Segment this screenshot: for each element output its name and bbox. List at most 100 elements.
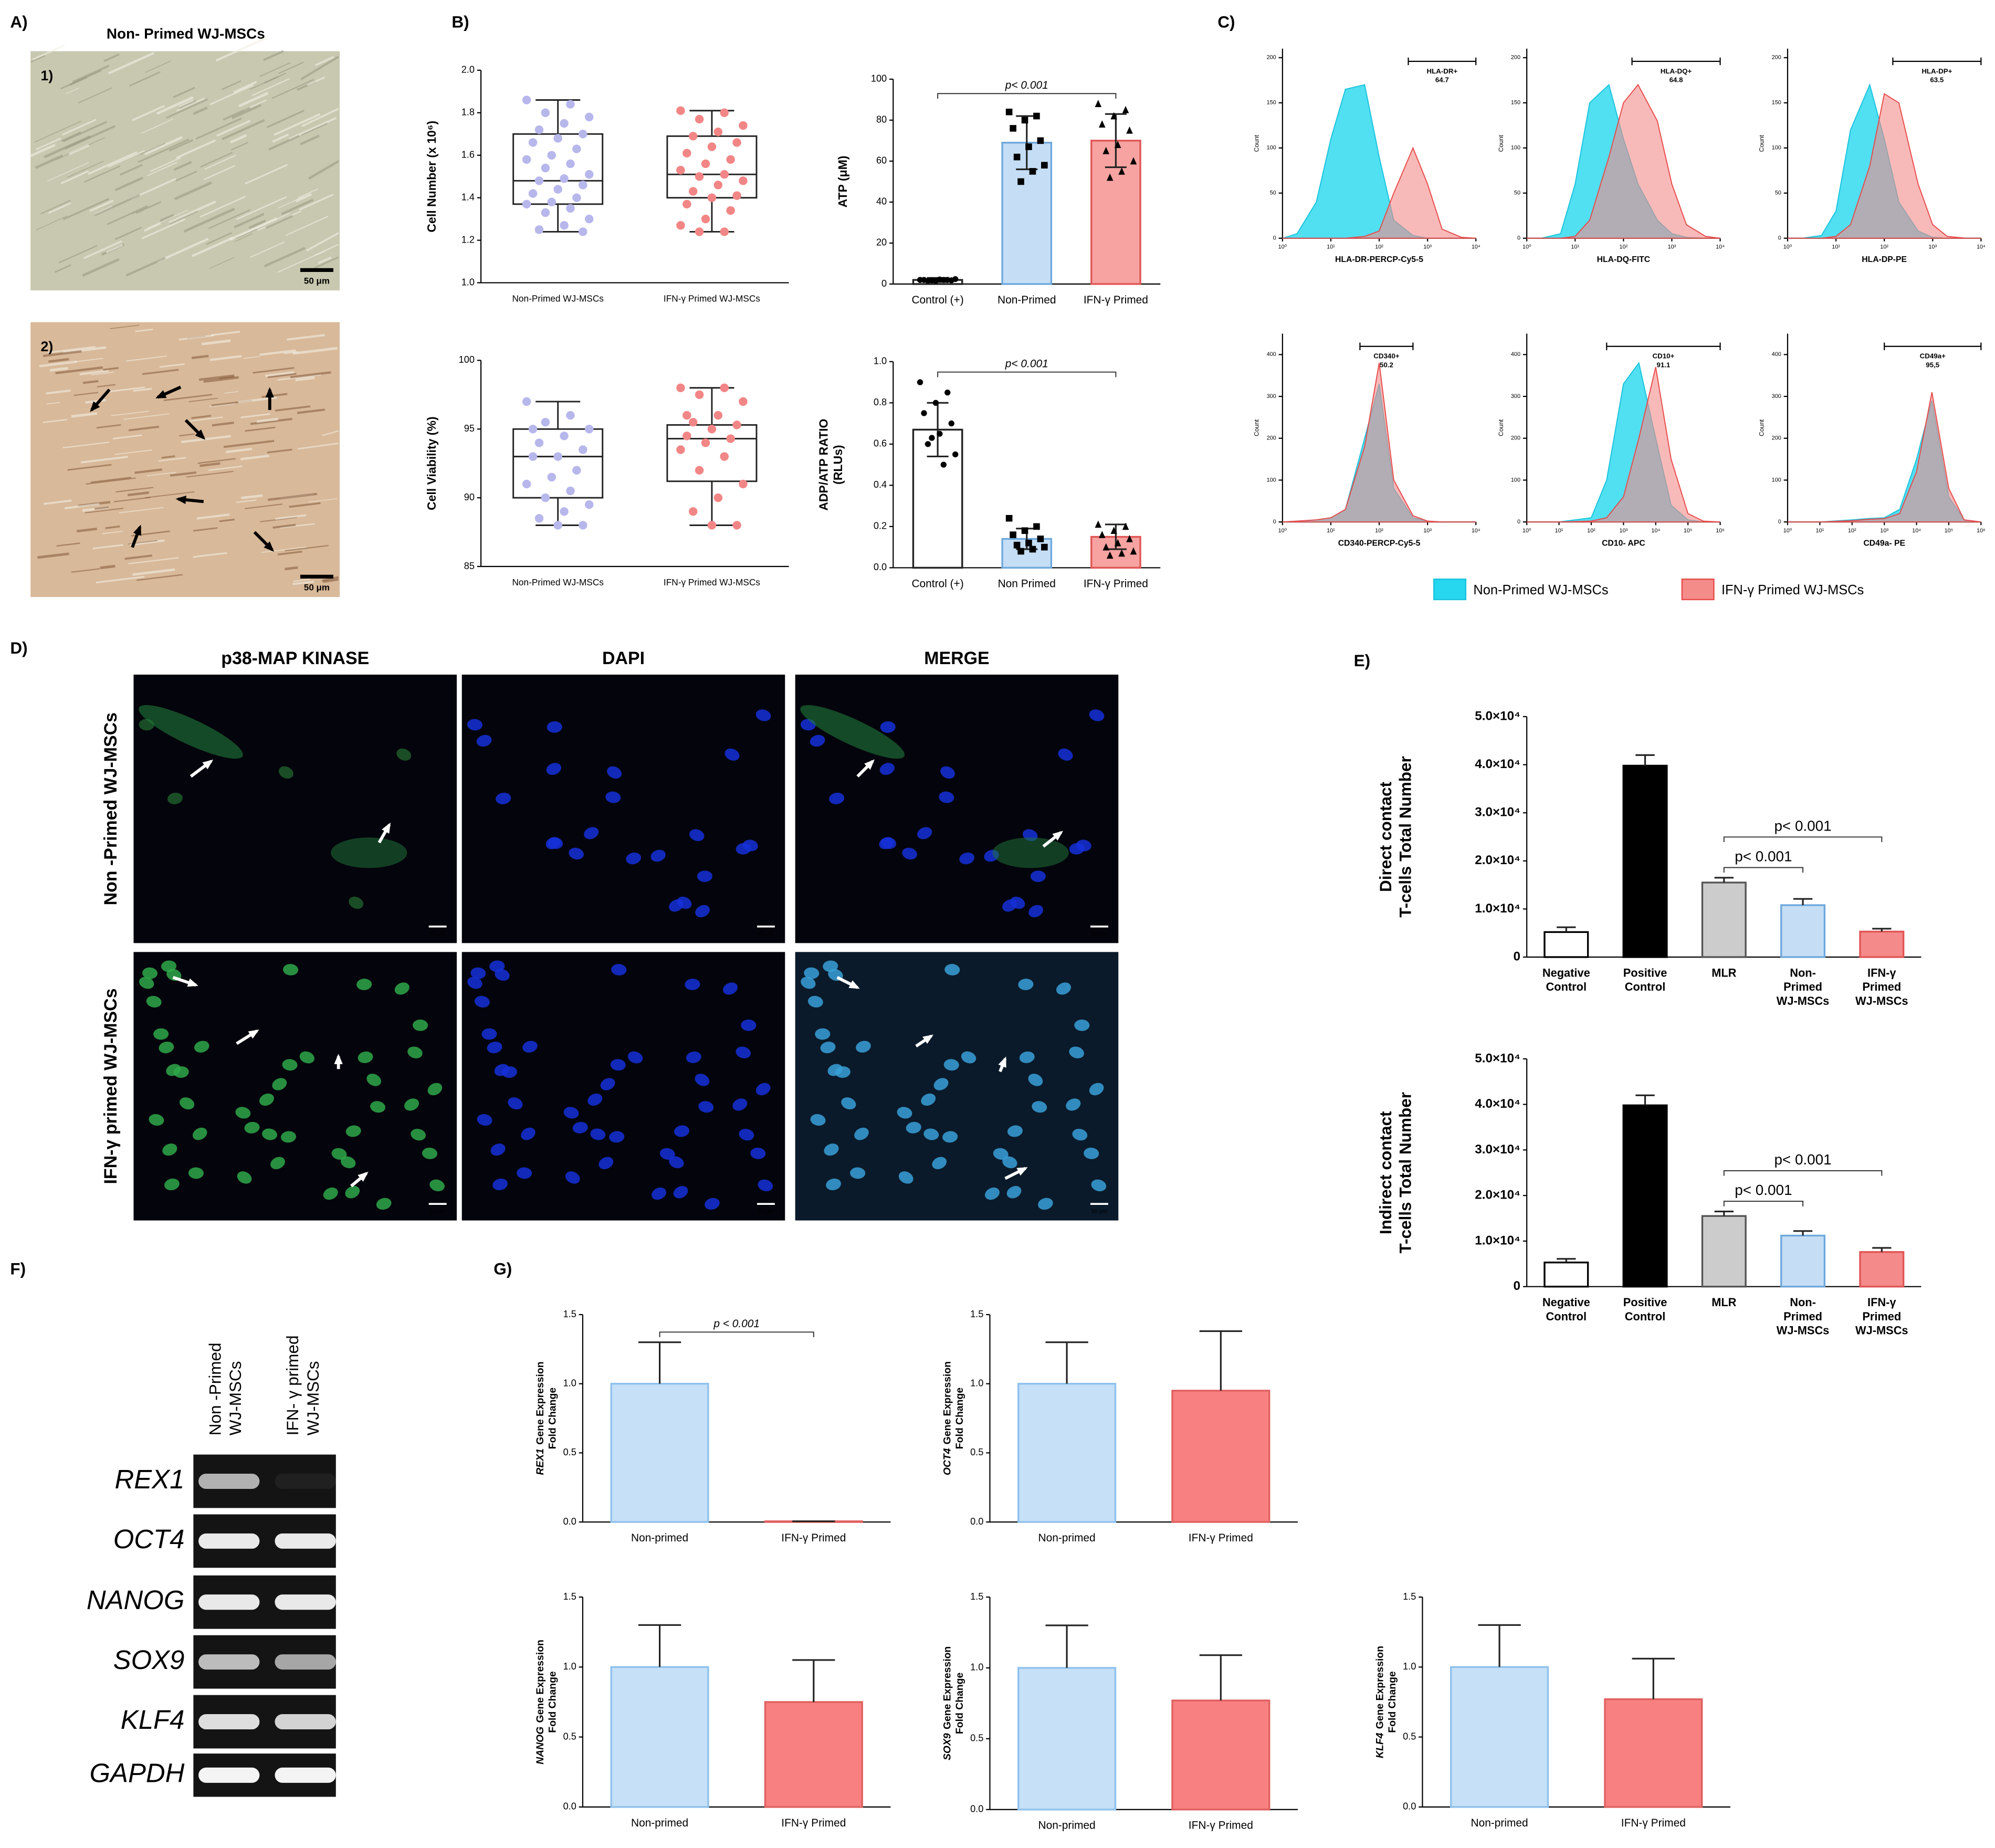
arrow-head [264, 541, 275, 552]
x-tick-label: 10⁰ [1522, 528, 1531, 534]
cell-streak [200, 152, 233, 168]
point [566, 486, 575, 496]
point [534, 125, 544, 134]
photo-title: Non- Primed WJ-MSCs [107, 25, 265, 41]
cell-streak [60, 170, 89, 184]
cell-streak [113, 497, 151, 502]
cell-streak [211, 330, 240, 337]
cell-streak [72, 65, 110, 83]
cell-streak [219, 518, 235, 522]
cell-streak [297, 408, 325, 414]
cell-streak [103, 367, 119, 371]
significance-bracket [1723, 1170, 1883, 1176]
nucleus [1066, 1098, 1081, 1111]
cell-streak [178, 334, 214, 341]
nucleus [407, 1046, 423, 1058]
box [512, 133, 604, 205]
point [720, 108, 729, 118]
x-axis-label: HLA-DR-PERCP-Cy5-5 [1335, 255, 1423, 264]
point [547, 197, 556, 207]
y-tick-label: 1.5 [1403, 1591, 1416, 1602]
gene-name: KLF4 [1374, 1732, 1386, 1758]
point [1037, 137, 1044, 144]
y-tick-label: 0 [881, 278, 887, 289]
cell-streak [30, 55, 45, 63]
cell-streak [278, 196, 304, 209]
nucleus [356, 979, 372, 990]
nucleus [546, 763, 561, 775]
micrograph [795, 952, 1119, 1221]
nucleus [244, 1121, 260, 1133]
cell-streak [48, 358, 69, 363]
point [676, 165, 685, 175]
cell-streak [208, 209, 251, 229]
y-tick-label: 0 [1517, 519, 1520, 525]
cell-streak [81, 456, 128, 464]
point [1114, 141, 1121, 148]
cell-streak [89, 200, 114, 212]
y-tick-label: 0.0 [563, 1801, 576, 1812]
cell-streak [141, 118, 174, 134]
cell-streak [147, 209, 188, 229]
error-bar [1557, 1258, 1576, 1263]
x-tick-label: 10¹ [1327, 528, 1335, 534]
nucleus [1056, 982, 1071, 995]
nucleus [961, 1051, 976, 1064]
nucleus [993, 1148, 1009, 1160]
y-tick-label: 4.0×10⁴ [1475, 757, 1520, 771]
histogram [1527, 367, 1720, 523]
point [940, 461, 947, 468]
x-tick-label: 10⁴ [1472, 244, 1480, 250]
gate-value: 91.1 [1656, 361, 1671, 369]
nucleus [1018, 979, 1034, 990]
nucleus [467, 719, 482, 731]
point [560, 507, 569, 516]
arrow-head [202, 759, 214, 770]
gel-band [198, 1767, 260, 1783]
nucleus [880, 721, 896, 733]
cell-streak [199, 374, 235, 381]
cell-streak [250, 241, 285, 258]
x-tick-label: 10¹ [1555, 528, 1563, 534]
y-tick-label: 1.8 [461, 107, 475, 118]
nucleus [563, 1107, 579, 1119]
scale-bar-label: 50 μm [429, 1209, 446, 1215]
cell-streak [265, 371, 295, 377]
cell-streak [96, 575, 144, 584]
nucleus [237, 1171, 252, 1184]
cell-streak [114, 176, 143, 192]
nucleus [943, 1059, 959, 1071]
nucleus [521, 1127, 536, 1140]
cell-streak [71, 568, 100, 573]
arrow-head [265, 387, 274, 398]
point [566, 159, 575, 169]
y-axis-label: Cell Viability (%) [425, 416, 438, 510]
nucleus [173, 1066, 189, 1078]
x-tick-label-line: MLR [1712, 966, 1736, 979]
legend-label: Non-Primed WJ-MSCs [1473, 583, 1608, 597]
y-tick-label: 150 [1772, 100, 1781, 106]
cell-streak [299, 193, 334, 211]
point [676, 445, 685, 454]
x-tick-label: 10² [1619, 244, 1628, 250]
cell-streak [145, 60, 172, 73]
y-tick-label: 200 [1267, 55, 1276, 61]
cell-streak [250, 417, 292, 425]
y-tick-label: 300 [1267, 393, 1276, 400]
cell-streak [301, 122, 328, 136]
y-tick-label: 2.0 [461, 65, 475, 75]
cell-streak [107, 212, 134, 225]
nucleus [801, 976, 816, 989]
gene-label: KLF4 [121, 1705, 185, 1735]
cell-streak [209, 84, 254, 106]
cell-streak [271, 79, 314, 99]
point [726, 155, 735, 164]
nucleus [1038, 1198, 1053, 1210]
point [695, 227, 704, 236]
x-tick-label: Control (+) [911, 578, 963, 590]
y-tick-label: 100 [871, 74, 887, 84]
y-tick-label: 0.2 [874, 521, 887, 531]
nucleus [695, 905, 710, 918]
cell-body [800, 705, 905, 759]
nucleus [370, 1101, 385, 1113]
